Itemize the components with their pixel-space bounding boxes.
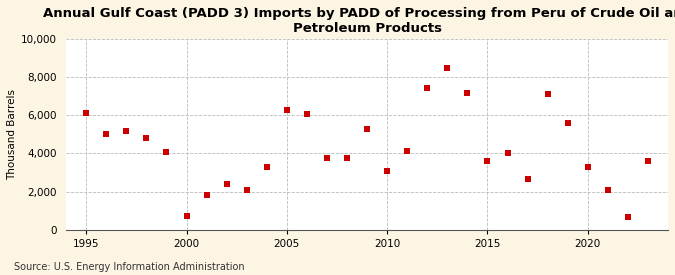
Point bbox=[261, 164, 272, 169]
Point bbox=[342, 156, 352, 160]
Point bbox=[643, 159, 653, 163]
Point bbox=[281, 107, 292, 112]
Point bbox=[121, 128, 132, 133]
Point bbox=[161, 149, 172, 154]
Point bbox=[101, 132, 111, 136]
Point bbox=[321, 156, 332, 160]
Point bbox=[141, 136, 152, 140]
Point bbox=[562, 121, 573, 125]
Point bbox=[221, 182, 232, 186]
Point bbox=[603, 188, 614, 192]
Point bbox=[302, 112, 313, 117]
Point bbox=[402, 148, 412, 153]
Point bbox=[522, 177, 533, 182]
Point bbox=[542, 92, 553, 97]
Y-axis label: Thousand Barrels: Thousand Barrels bbox=[7, 89, 17, 180]
Title: Annual Gulf Coast (PADD 3) Imports by PADD of Processing from Peru of Crude Oil : Annual Gulf Coast (PADD 3) Imports by PA… bbox=[43, 7, 675, 35]
Point bbox=[422, 85, 433, 90]
Point bbox=[81, 111, 92, 116]
Point bbox=[583, 164, 593, 169]
Point bbox=[622, 215, 633, 219]
Point bbox=[462, 91, 472, 95]
Point bbox=[201, 193, 212, 198]
Point bbox=[181, 214, 192, 219]
Text: Source: U.S. Energy Information Administration: Source: U.S. Energy Information Administ… bbox=[14, 262, 244, 272]
Point bbox=[502, 151, 513, 156]
Point bbox=[482, 159, 493, 163]
Point bbox=[442, 66, 453, 71]
Point bbox=[382, 168, 393, 173]
Point bbox=[362, 126, 373, 131]
Point bbox=[242, 188, 252, 192]
